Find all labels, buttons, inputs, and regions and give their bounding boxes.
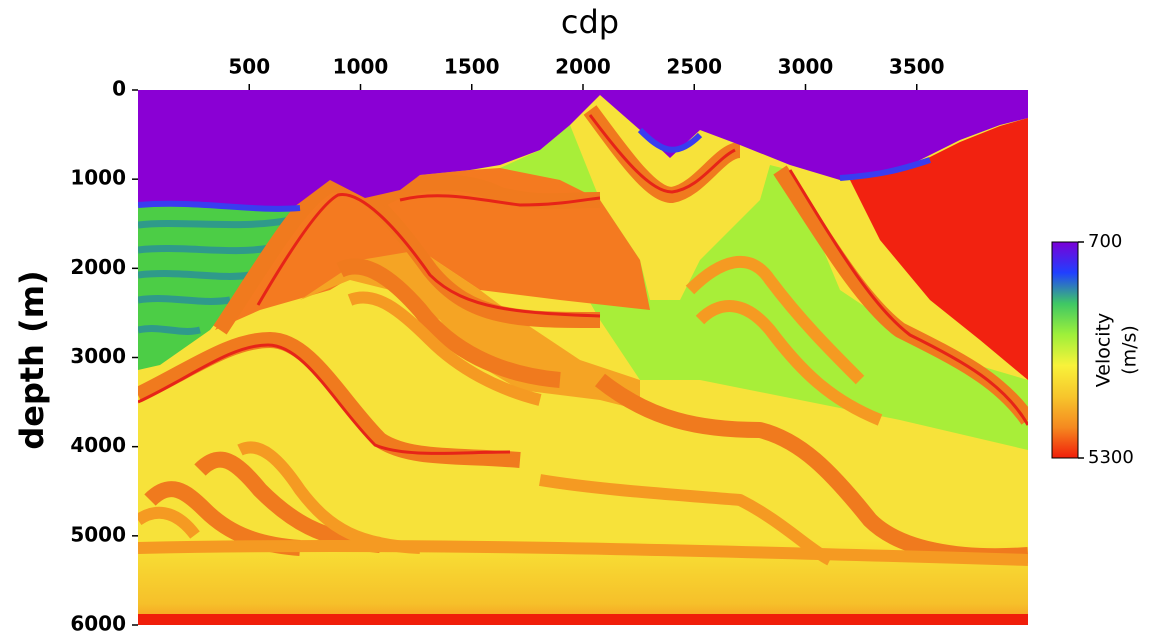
x-tick-label: 1500 [444, 55, 500, 79]
y-tick-label: 0 [112, 77, 126, 101]
y-tick-label: 6000 [70, 612, 126, 636]
colorbar [1051, 241, 1079, 459]
y-tick-label: 5000 [70, 522, 126, 546]
x-tick-label: 2500 [666, 55, 722, 79]
velocity-image [138, 90, 1028, 625]
x-axis-title: cdp [561, 3, 619, 41]
y-tick-label: 2000 [70, 255, 126, 279]
colorbar-label: (m/s) [1119, 325, 1141, 375]
y-tick-label: 1000 [70, 166, 126, 190]
y-tick-label: 3000 [70, 344, 126, 368]
x-tick-label: 3000 [778, 55, 834, 79]
colorbar-label: Velocity [1093, 313, 1115, 388]
y-tick-label: 4000 [70, 433, 126, 457]
colorbar-tick-label: 5300 [1088, 447, 1134, 468]
x-tick-label: 3500 [889, 55, 945, 79]
x-tick-label: 1000 [333, 55, 389, 79]
x-tick-label: 2000 [555, 55, 611, 79]
x-tick-label: 500 [228, 55, 270, 79]
colorbar-tick-label: 700 [1088, 231, 1122, 252]
y-axis-title: depth (m) [13, 270, 51, 449]
